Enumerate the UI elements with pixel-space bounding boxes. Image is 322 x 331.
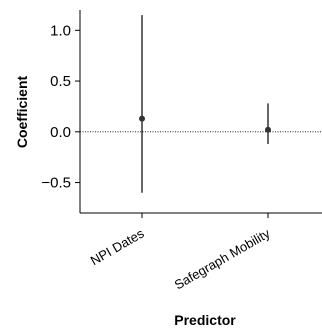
y-tick-label: −0.5 — [41, 175, 71, 192]
y-tick-label: 0.0 — [50, 124, 71, 141]
x-tick-label: NPI Dates — [88, 225, 147, 268]
data-point — [139, 115, 145, 122]
x-axis-title: Predictor — [174, 312, 236, 328]
y-axis-title: Coefficient — [14, 75, 30, 148]
data-point — [265, 126, 271, 133]
y-tick-label: 0.5 — [50, 73, 71, 90]
x-tick-label: Safegraph Mobility — [172, 225, 273, 292]
y-tick-label: 1.0 — [50, 22, 71, 39]
